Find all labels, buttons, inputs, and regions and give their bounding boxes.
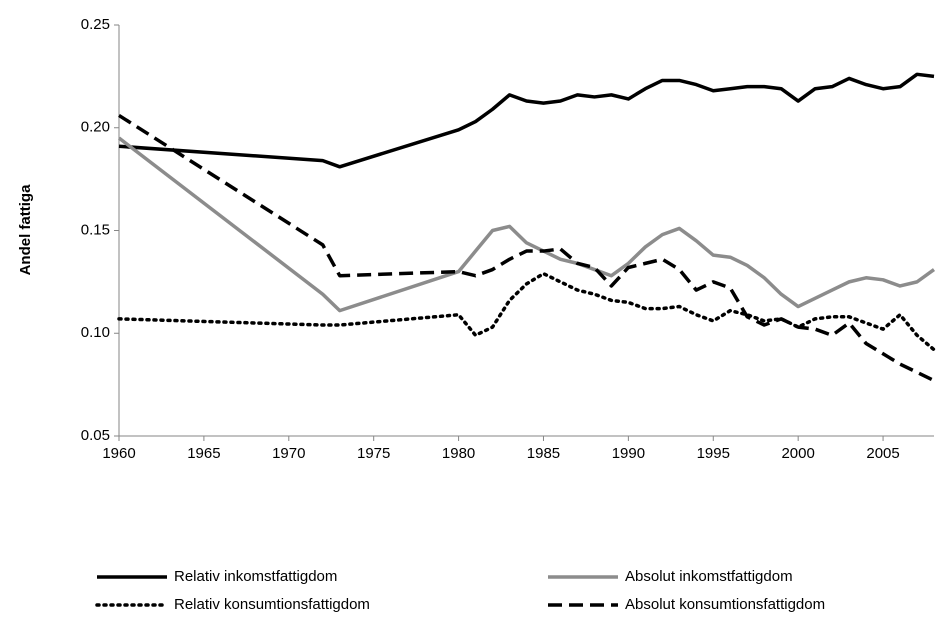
x-tick-label: 1965 [187, 445, 220, 462]
x-tick-label: 1975 [357, 445, 390, 462]
x-tick-label: 1990 [612, 445, 645, 462]
x-tick-label: 1980 [442, 445, 475, 462]
x-tick-label: 1970 [272, 445, 305, 462]
legend-label: Absolut inkomstfattigdom [625, 568, 793, 585]
y-tick-label: 0.10 [81, 324, 110, 341]
x-tick-label: 2000 [781, 445, 814, 462]
y-tick-label: 0.05 [81, 427, 110, 444]
series-line [118, 113, 935, 383]
y-tick-label: 0.25 [81, 16, 110, 33]
legend-label: Relativ inkomstfattigdom [174, 568, 337, 585]
series-line [117, 271, 936, 352]
legend-label: Absolut konsumtionsfattigdom [625, 596, 825, 613]
x-tick-label: 1995 [697, 445, 730, 462]
series-line [117, 136, 936, 313]
x-tick-label: 1985 [527, 445, 560, 462]
y-tick-label: 0.15 [81, 221, 110, 238]
y-axis-label: Andel fattiga [17, 184, 34, 275]
series-line [118, 72, 935, 169]
y-tick-label: 0.20 [81, 119, 110, 136]
x-tick-label: 1960 [102, 445, 135, 462]
legend-label: Relativ konsumtionsfattigdom [174, 596, 370, 613]
x-tick-label: 2005 [866, 445, 899, 462]
